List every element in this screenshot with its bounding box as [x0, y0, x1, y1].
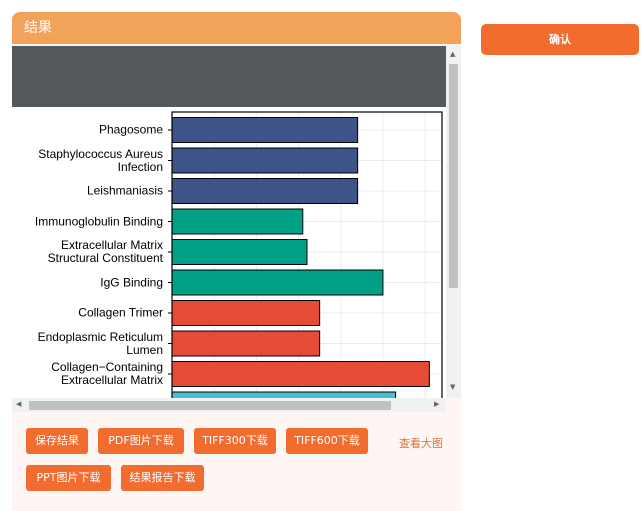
y-tick-label: Extracellular Matrix Structural Constitu… — [47, 238, 163, 265]
button[interactable]: 结果报告下载 — [121, 465, 204, 491]
plot-frame — [171, 111, 443, 398]
bar — [171, 269, 384, 296]
scroll-thumb[interactable] — [29, 401, 391, 410]
bar — [171, 391, 397, 398]
button[interactable]: PPT图片下载 — [26, 465, 111, 491]
chart-viewport[interactable]: Phagosome Staphylococcus Aureus Infection… — [12, 46, 446, 398]
button[interactable]: 保存结果 — [26, 428, 88, 454]
vertical-scrollbar[interactable]: ▲ ▼ — [446, 46, 461, 398]
y-tick-label: Phagosome — [98, 122, 163, 137]
horizontal-scrollbar[interactable]: ◀ ▶ — [12, 398, 446, 412]
scroll-thumb[interactable] — [449, 64, 458, 288]
scroll-right[interactable]: ▶ — [434, 400, 440, 408]
scroll-up[interactable]: ▲ — [450, 50, 456, 58]
y-tick-label: Staphylococcus Aureus Infection — [38, 146, 163, 174]
panel-title: 结果 — [12, 12, 461, 44]
scroll-left[interactable]: ◀ — [16, 400, 22, 408]
bar — [171, 330, 321, 357]
confirm-button[interactable]: 确认 — [481, 24, 639, 55]
bar — [171, 117, 359, 143]
scroll-down[interactable]: ▼ — [450, 383, 456, 391]
y-tick-label: Immunoglobulin Binding — [34, 214, 163, 228]
y-tick-label: Endoplasmic Reticulum Lumen — [37, 329, 163, 357]
y-tick-label: Collagen Trimer — [78, 305, 163, 320]
button[interactable]: TIFF300下载 — [194, 428, 276, 454]
chart-header-band — [12, 46, 446, 107]
y-tick-label: Collagen−Containing Extracellular Matrix — [51, 360, 163, 387]
labels: Phagosome Staphylococcus Aureus Infection… — [12, 46, 446, 398]
bar — [171, 361, 430, 387]
bar — [171, 208, 304, 235]
chart — [168, 111, 443, 398]
y-tick-label: Leishmaniasis — [86, 183, 163, 198]
button[interactable]: TIFF600下载 — [286, 428, 368, 454]
y-tick-label: IgG Binding — [100, 275, 163, 289]
link[interactable]: 查看大图 — [399, 437, 443, 450]
button[interactable]: PDF图片下载 — [98, 428, 184, 454]
